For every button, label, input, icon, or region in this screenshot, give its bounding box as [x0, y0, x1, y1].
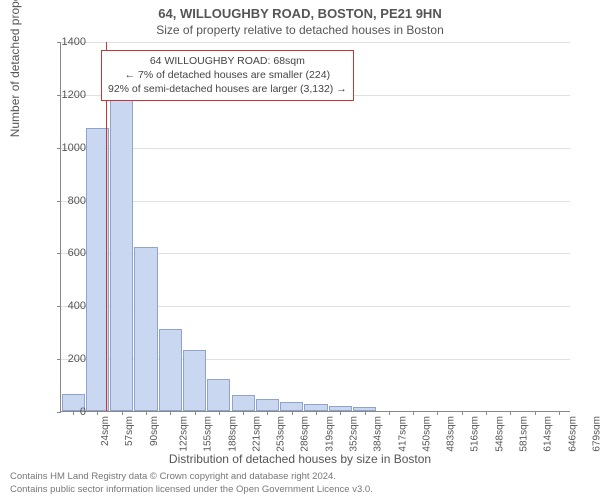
y-tick-label: 600	[46, 247, 86, 259]
footer-line-1: Contains HM Land Registry data © Crown c…	[10, 471, 590, 483]
x-tick-label: 384sqm	[373, 416, 384, 452]
y-tick-label: 1400	[46, 36, 86, 48]
footer-attribution: Contains HM Land Registry data © Crown c…	[10, 471, 590, 496]
x-tick-label: 581sqm	[519, 416, 530, 452]
x-tick-label: 221sqm	[251, 416, 262, 452]
histogram-bar	[232, 395, 255, 411]
x-tick-label: 188sqm	[227, 416, 238, 452]
x-tick-label: 679sqm	[591, 416, 600, 452]
x-tick-label: 319sqm	[324, 416, 335, 452]
histogram-bar	[110, 99, 133, 411]
x-tick-label: 352sqm	[349, 416, 360, 452]
x-tick-label: 548sqm	[494, 416, 505, 452]
histogram-chart: 64 WILLOUGHBY ROAD: 68sqm← 7% of detache…	[60, 42, 570, 412]
y-tick-label: 200	[46, 353, 86, 365]
x-tick-label: 155sqm	[203, 416, 214, 452]
footer-line-2: Contains public sector information licen…	[10, 484, 590, 496]
x-tick-label: 516sqm	[470, 416, 481, 452]
y-tick-label: 1200	[46, 89, 86, 101]
histogram-bar	[159, 329, 182, 411]
x-tick-label: 122sqm	[179, 416, 190, 452]
x-tick-label: 24sqm	[100, 416, 111, 446]
y-tick-label: 800	[46, 195, 86, 207]
x-tick-label: 286sqm	[300, 416, 311, 452]
x-axis-label: Distribution of detached houses by size …	[0, 452, 600, 466]
histogram-bar	[134, 247, 157, 411]
histogram-bar	[256, 399, 279, 411]
annotation-line: 64 WILLOUGHBY ROAD: 68sqm	[108, 54, 347, 68]
y-tick-label: 400	[46, 300, 86, 312]
x-tick-label: 90sqm	[149, 416, 160, 446]
y-axis-label: Number of detached properties	[8, 0, 22, 137]
histogram-bar	[183, 350, 206, 411]
annotation-box: 64 WILLOUGHBY ROAD: 68sqm← 7% of detache…	[101, 50, 354, 101]
annotation-line: 92% of semi-detached houses are larger (…	[108, 82, 347, 96]
x-tick-label: 450sqm	[421, 416, 432, 452]
histogram-bar	[207, 379, 230, 411]
x-tick-label: 646sqm	[567, 416, 578, 452]
y-tick-label: 1000	[46, 142, 86, 154]
x-tick-label: 417sqm	[397, 416, 408, 452]
histogram-bar	[304, 404, 327, 411]
histogram-bar	[280, 402, 303, 411]
y-tick-label: 0	[46, 406, 86, 418]
annotation-line: ← 7% of detached houses are smaller (224…	[108, 68, 347, 82]
x-tick-label: 614sqm	[543, 416, 554, 452]
x-tick-label: 253sqm	[276, 416, 287, 452]
x-tick-label: 57sqm	[124, 416, 135, 446]
page-subtitle: Size of property relative to detached ho…	[0, 21, 600, 37]
x-tick-label: 483sqm	[446, 416, 457, 452]
page-title: 64, WILLOUGHBY ROAD, BOSTON, PE21 9HN	[0, 0, 600, 21]
